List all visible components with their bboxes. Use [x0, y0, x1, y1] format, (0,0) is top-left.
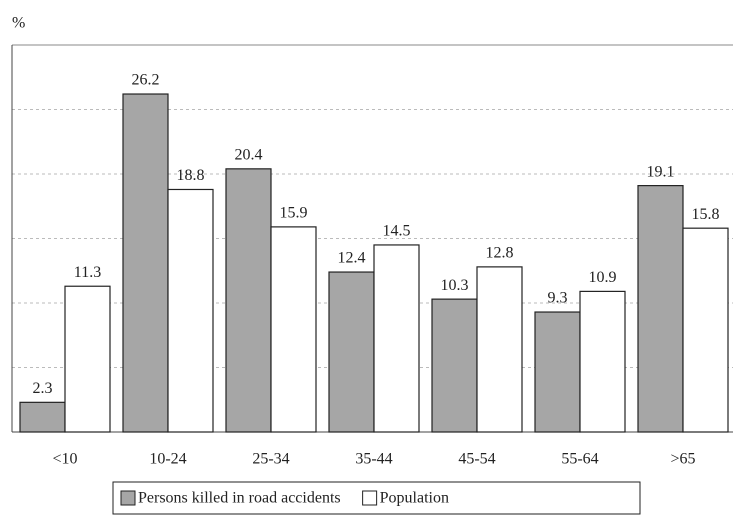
- value-label: 2.3: [33, 380, 53, 397]
- bar: [637, 185, 684, 433]
- value-label: 15.9: [280, 205, 308, 222]
- x-tick-label: 45-54: [458, 451, 495, 468]
- value-label: 9.3: [548, 290, 568, 307]
- bar: [225, 168, 272, 433]
- bar: [682, 227, 729, 433]
- bar: [431, 298, 478, 433]
- legend-label: Population: [380, 490, 449, 507]
- value-label: 10.9: [589, 269, 617, 286]
- bar: [19, 401, 66, 433]
- bar: [122, 93, 169, 433]
- bar: [328, 271, 375, 433]
- legend-label: Persons killed in road accidents: [138, 490, 341, 507]
- x-tick-label: 55-64: [561, 451, 598, 468]
- legend-swatch: [362, 490, 378, 506]
- value-label: 10.3: [441, 277, 469, 294]
- x-tick-label: 35-44: [355, 451, 392, 468]
- bar: [579, 290, 626, 433]
- x-tick-label: 25-34: [252, 451, 289, 468]
- value-label: 14.5: [383, 223, 411, 240]
- bar: [64, 285, 111, 433]
- bar: [534, 311, 581, 433]
- bar: [270, 226, 317, 433]
- x-tick-label: <10: [52, 451, 77, 468]
- y-axis-label: %: [12, 15, 25, 32]
- bar: [373, 244, 420, 433]
- value-label: 11.3: [74, 264, 101, 281]
- value-label: 12.4: [338, 250, 366, 267]
- value-label: 18.8: [177, 167, 205, 184]
- value-label: 26.2: [132, 72, 160, 89]
- bar: [167, 188, 214, 433]
- value-label: 20.4: [235, 147, 263, 164]
- value-label: 12.8: [486, 245, 514, 262]
- value-label: 15.8: [692, 206, 720, 223]
- value-label: 19.1: [647, 163, 675, 180]
- x-tick-label: >65: [670, 451, 695, 468]
- x-tick-label: 10-24: [149, 451, 186, 468]
- legend-swatch: [120, 490, 136, 506]
- bar: [476, 266, 523, 433]
